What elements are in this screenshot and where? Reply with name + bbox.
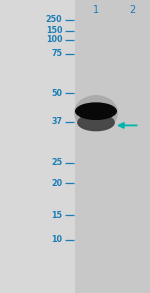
Text: 15: 15 <box>51 211 62 220</box>
Text: 20: 20 <box>51 179 62 188</box>
Ellipse shape <box>77 114 115 131</box>
Text: 75: 75 <box>51 49 62 58</box>
Text: 10: 10 <box>51 235 62 244</box>
Text: 150: 150 <box>46 26 62 35</box>
Text: 37: 37 <box>51 117 62 126</box>
Text: 1: 1 <box>93 5 99 15</box>
Text: 50: 50 <box>51 89 62 98</box>
Bar <box>75 0 117 293</box>
Text: 100: 100 <box>46 35 62 44</box>
Text: 25: 25 <box>51 158 62 167</box>
Ellipse shape <box>75 102 117 120</box>
Text: 2: 2 <box>129 5 135 15</box>
Bar <box>114 0 150 293</box>
Text: 250: 250 <box>46 16 62 24</box>
Ellipse shape <box>74 95 118 131</box>
